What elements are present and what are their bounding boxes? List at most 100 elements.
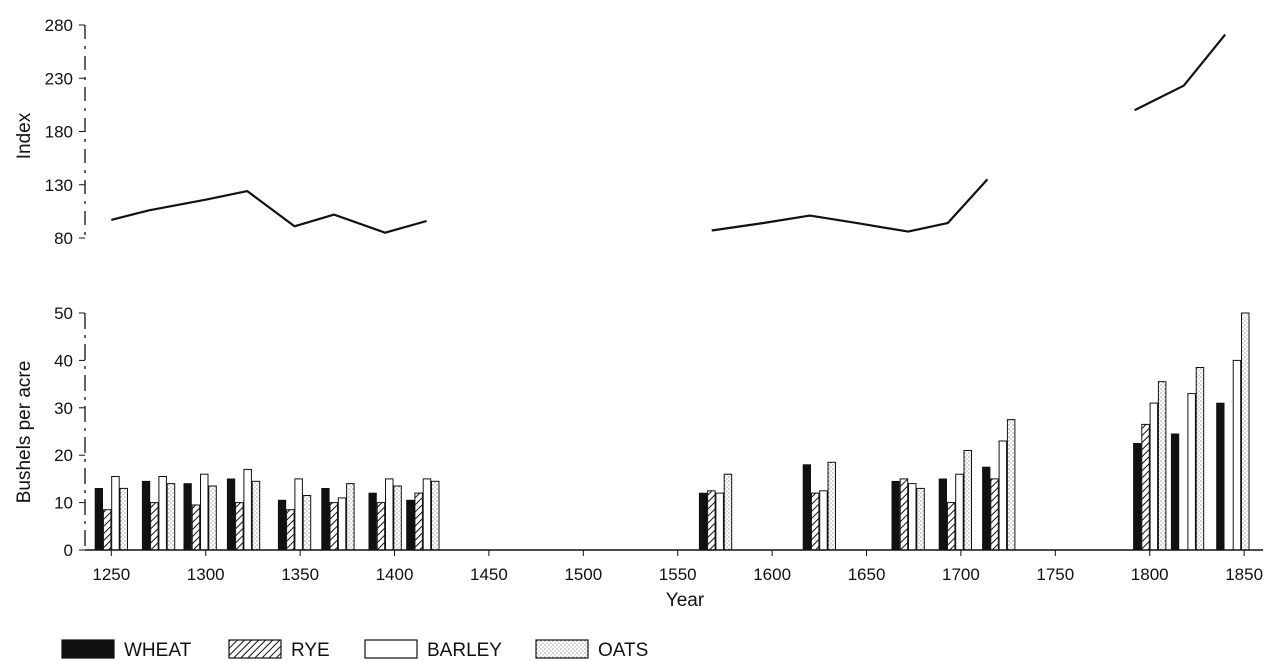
bar-barley [1187,393,1196,551]
bar-rye [376,502,386,551]
yield-axes: 0 10 20 30 40 50 1250 1300 1350 1400 1450 1500 1550 1… [54,304,1263,584]
bar-barley [294,478,303,551]
yield-tick-label: 0 [64,541,73,560]
bar-wheat [938,478,947,551]
index-tick-label: 180 [45,123,73,142]
bar-rye [946,502,956,551]
yield-bar-chart: 0 10 20 30 40 50 1250 1300 1350 1400 1450 1500 1550 1… [14,304,1263,611]
bar-oats [1157,381,1167,551]
bar-rye [102,509,112,551]
index-tick-label: 230 [45,69,73,88]
bar-barley [111,476,120,551]
bar-oats [431,480,440,551]
yield-tick-label: 20 [54,446,73,465]
bar-wheat [226,478,236,551]
year-tick-label: 1350 [281,565,319,584]
yield-axis-title: Bushels per acre [14,361,35,504]
legend-label-oats: OATS [598,640,648,661]
bar-wheat [183,483,192,551]
bar-wheat [1216,402,1225,551]
bar-rye [990,478,999,551]
bar-barley [819,490,828,551]
legend-swatch-barley [364,639,418,659]
year-tick-label: 1250 [92,565,130,584]
legend-swatch-rye [228,639,282,659]
bar-wheat [1170,433,1180,551]
index-line-segment-2 [711,178,989,233]
bar-wheat [1133,442,1142,551]
bar-rye [899,478,909,551]
index-line-chart: 80 130 180 230 280 Index [14,16,1227,248]
legend-label-rye: RYE [291,640,330,661]
year-tick-label: 1850 [1225,565,1263,584]
bar-wheat [94,487,103,551]
year-tick-label: 1450 [470,565,508,584]
bar-barley [422,478,432,551]
legend: WHEAT RYE BARLEY OATS [61,639,648,661]
year-tick-label: 1300 [187,565,225,584]
yield-tick-label: 40 [54,351,73,370]
bar-rye [810,492,820,551]
legend-swatch-wheat [61,639,115,659]
index-tick-label: 130 [45,176,73,195]
year-axis-title: Year [666,590,705,611]
year-tick-label: 1500 [564,565,602,584]
bar-barley [158,476,167,551]
bar-barley [243,468,252,551]
bar-barley [1232,359,1242,551]
year-tick-label: 1600 [753,565,791,584]
bar-barley [998,440,1008,551]
year-tick-label: 1550 [659,565,697,584]
bar-rye [1141,423,1150,551]
bar-oats [119,487,128,551]
bar-oats [963,450,972,551]
bar-oats [393,485,402,551]
index-tick-label: 280 [45,16,73,35]
index-line-segment-1 [111,190,427,234]
bar-rye [286,509,295,551]
legend-label-barley: BARLEY [427,640,502,661]
bar-rye [235,502,244,551]
bar-wheat [891,480,900,551]
bar-oats [1006,419,1016,551]
index-series [111,33,1227,234]
yield-tick-label: 10 [54,494,73,513]
bar-rye [707,490,716,551]
yield-bars [94,312,1250,551]
index-tick-label: 80 [54,229,73,248]
legend-swatch-oats [535,639,589,659]
year-tick-label: 1700 [942,565,980,584]
bar-wheat [141,480,151,551]
bar-barley [385,478,394,551]
bar-oats [208,485,217,551]
bar-oats [827,461,836,551]
bar-wheat [406,499,415,551]
bar-wheat [368,492,377,551]
bar-rye [414,492,423,551]
yield-tick-label: 30 [54,399,73,418]
bar-wheat [698,492,708,551]
bar-wheat [802,464,811,551]
year-tick-label: 1800 [1131,565,1169,584]
bar-rye [329,502,338,551]
bar-wheat [277,499,287,551]
bar-wheat [321,487,330,551]
bar-oats [1195,367,1205,551]
bar-oats [723,473,733,551]
bar-wheat [982,466,991,551]
bar-rye [150,502,159,551]
bar-oats [916,487,925,551]
legend-label-wheat: WHEAT [124,640,192,661]
bar-oats [1241,312,1250,551]
bar-oats [302,495,312,551]
bar-rye [191,504,201,551]
bar-oats [166,483,176,551]
bar-oats [346,483,355,551]
bar-barley [337,497,347,551]
bar-oats [251,480,261,551]
year-tick-label: 1750 [1036,565,1074,584]
index-y-axis: 80 130 180 230 280 [45,16,86,248]
year-tick-label: 1400 [376,565,414,584]
bar-barley [908,483,917,551]
